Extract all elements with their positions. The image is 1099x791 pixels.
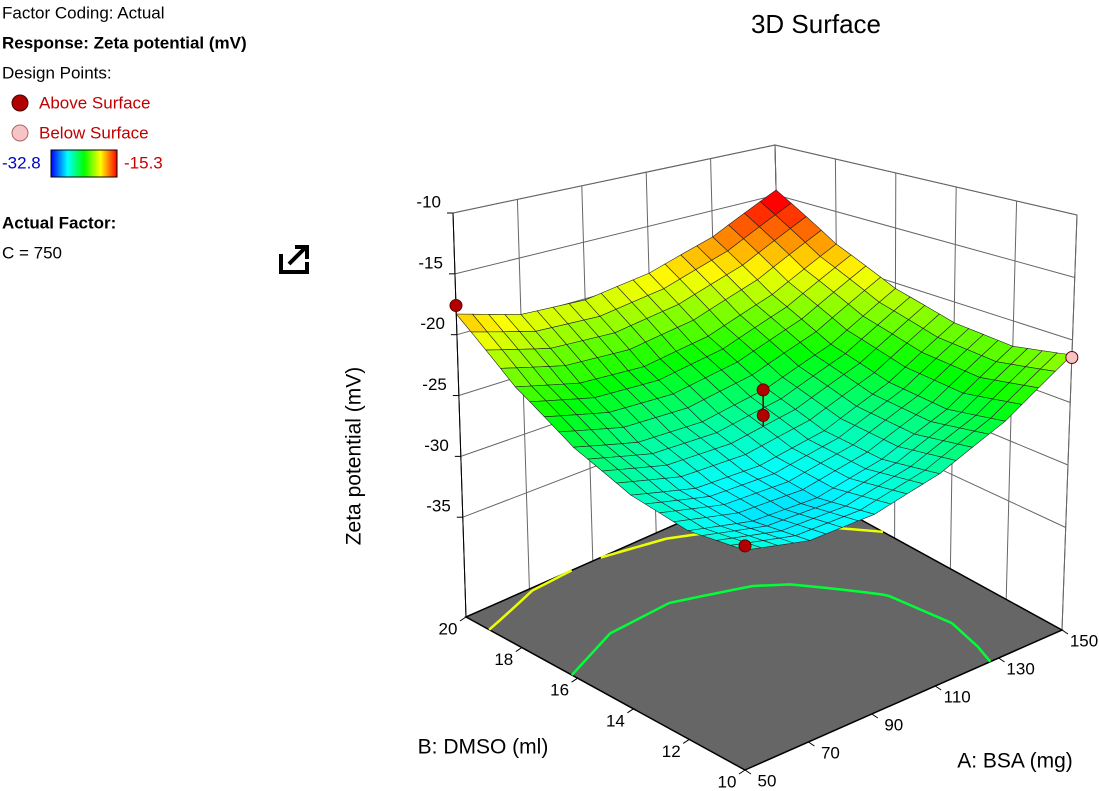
y-tick-label: 20 — [439, 619, 458, 638]
y-tick — [459, 616, 467, 622]
grid-line — [452, 144, 776, 214]
actual-factor-title: Actual Factor: — [2, 213, 116, 232]
z-tick-label: -35 — [426, 497, 451, 516]
x-tick — [1061, 629, 1069, 635]
z-axis-title: Zeta potential (mV) — [343, 367, 366, 546]
export-icon-frame — [279, 254, 309, 274]
z-tick-label: -15 — [418, 253, 443, 272]
y-tick — [682, 738, 690, 744]
x-tick — [808, 741, 815, 747]
z-tick-label: -10 — [416, 192, 441, 211]
contour-line — [570, 583, 992, 676]
colorbar — [50, 149, 118, 178]
z-tick-label: -25 — [422, 375, 447, 394]
legend-label: Above Surface — [39, 93, 151, 112]
surface — [455, 189, 1073, 551]
grid-line — [1061, 214, 1078, 631]
legend-marker — [11, 124, 29, 142]
design-points — [449, 298, 1079, 553]
x-tick-label: 70 — [821, 743, 840, 762]
design-points-title: Design Points: — [2, 63, 112, 82]
colorbar-max: -15.3 — [124, 153, 163, 172]
colorbar-min: -32.8 — [2, 153, 41, 172]
chart-title: 3D Surface — [751, 9, 881, 39]
design-point — [756, 383, 770, 397]
y-tick — [738, 769, 746, 775]
grid-line — [774, 144, 1078, 216]
y-tick — [515, 647, 523, 653]
z-tick-label: -20 — [420, 314, 445, 333]
response: Response: Zeta potential (mV) — [2, 33, 247, 52]
grid-line — [776, 194, 1075, 278]
x-axis-title: A: BSA (mg) — [957, 750, 1073, 773]
grid-line — [454, 194, 777, 275]
x-tick-label: 50 — [758, 771, 777, 790]
y-tick-label: 14 — [606, 711, 625, 730]
y-tick-label: 10 — [718, 772, 737, 791]
design-point — [1065, 351, 1079, 364]
x-tick — [934, 685, 942, 691]
x-tick-label: 90 — [884, 715, 903, 734]
x-tick-label: 110 — [944, 687, 971, 706]
x-tick-label: 150 — [1070, 631, 1098, 650]
x-tick — [744, 769, 752, 775]
z-tick-label: -30 — [424, 436, 449, 455]
z-axis — [452, 212, 467, 618]
legend-marker — [11, 94, 29, 112]
export-icon[interactable] — [279, 245, 309, 274]
x-tick-label: 130 — [1006, 659, 1034, 678]
export-icon-arrow — [287, 245, 309, 266]
x-tick — [998, 657, 1005, 663]
design-point — [449, 298, 463, 312]
x-tick — [871, 713, 879, 719]
y-tick — [571, 677, 578, 683]
actual-factor: C = 750 — [2, 243, 62, 262]
design-point — [756, 408, 770, 422]
factor-coding: Factor Coding: Actual — [2, 3, 165, 22]
design-point — [738, 539, 752, 553]
y-tick-label: 16 — [550, 681, 569, 700]
y-axis-title: B: DMSO (ml) — [418, 736, 549, 759]
y-tick-label: 12 — [662, 742, 681, 761]
y-tick-label: 18 — [494, 650, 513, 669]
legend-label: Below Surface — [39, 123, 149, 142]
y-tick — [627, 708, 634, 714]
